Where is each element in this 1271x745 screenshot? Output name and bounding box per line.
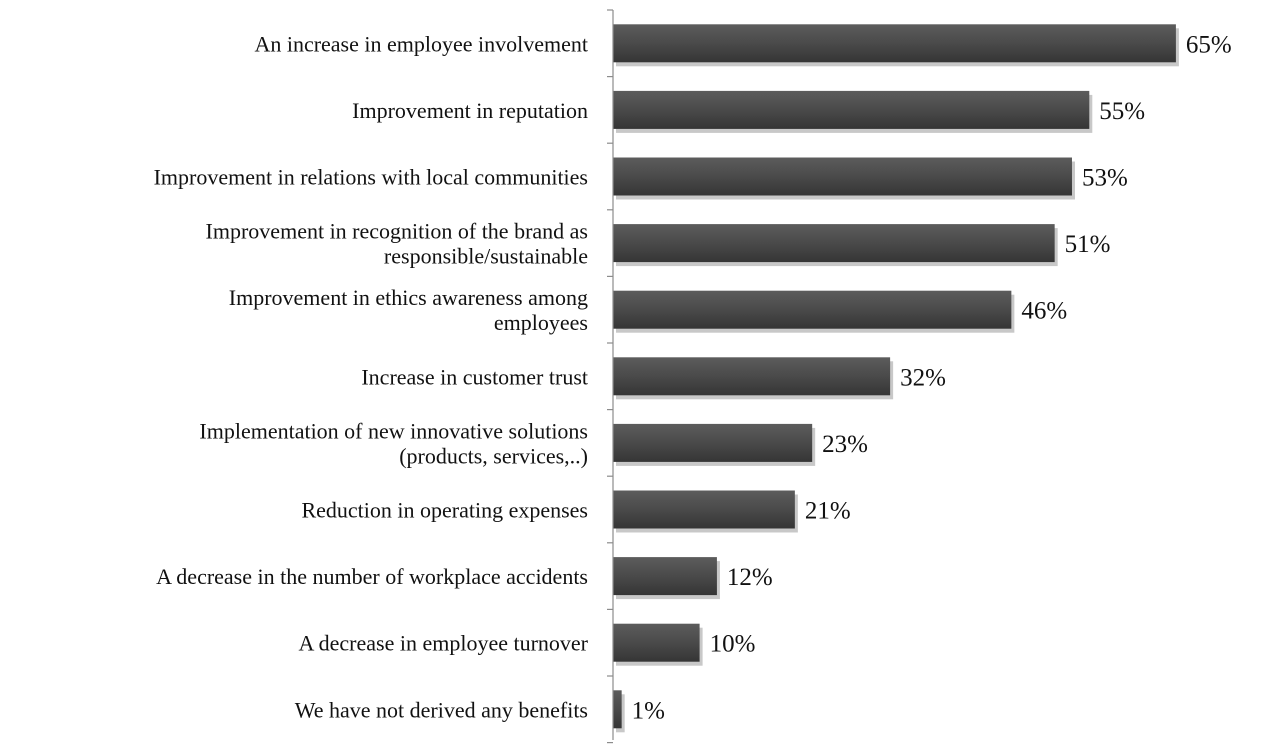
value-label: 32% (900, 364, 946, 391)
category-label: A decrease in employee turnover (298, 631, 588, 656)
value-label: 51% (1065, 231, 1111, 258)
category-label: Increase in customer trust (361, 364, 588, 389)
value-label: 23% (822, 431, 868, 458)
value-label: 46% (1021, 298, 1067, 325)
bar (613, 557, 717, 596)
bar (613, 224, 1055, 263)
value-label: 55% (1099, 98, 1145, 125)
value-label: 1% (632, 697, 665, 724)
bar (613, 690, 622, 729)
bar (613, 357, 891, 396)
value-label: 53% (1082, 165, 1128, 192)
category-label: We have not derived any benefits (295, 697, 588, 722)
bar (613, 490, 795, 529)
category-label: Improvement in ethics awareness among (229, 285, 588, 310)
category-labels-group: An increase in employee involvement Impro… (154, 31, 589, 722)
value-labels-group: 65% 55% 53% 51% 46% 32% 23% 21% 12% 10% 1% (632, 31, 1232, 724)
value-label: 21% (805, 498, 851, 525)
bar (613, 157, 1072, 196)
bar (613, 290, 1012, 329)
bar (613, 90, 1090, 129)
value-label: 12% (727, 564, 773, 591)
category-label: Implementation of new innovative solutio… (199, 418, 588, 443)
bar (613, 623, 700, 662)
bar (613, 423, 813, 462)
category-label: An increase in employee involvement (254, 31, 588, 56)
category-label: (products, services,..) (399, 443, 588, 468)
category-label: A decrease in the number of workplace ac… (156, 564, 588, 589)
category-label: Improvement in relations with local comm… (154, 165, 588, 190)
category-label: Reduction in operating expenses (301, 498, 588, 523)
bars-group (613, 24, 1179, 733)
category-label: employees (494, 310, 588, 335)
category-label: Improvement in recognition of the brand … (206, 219, 588, 244)
bar (613, 24, 1176, 63)
value-label: 10% (710, 631, 756, 658)
value-label: 65% (1186, 31, 1232, 58)
axis-ticks-group (607, 9, 613, 744)
category-label: Improvement in reputation (352, 98, 588, 123)
category-label: responsible/sustainable (384, 244, 588, 269)
